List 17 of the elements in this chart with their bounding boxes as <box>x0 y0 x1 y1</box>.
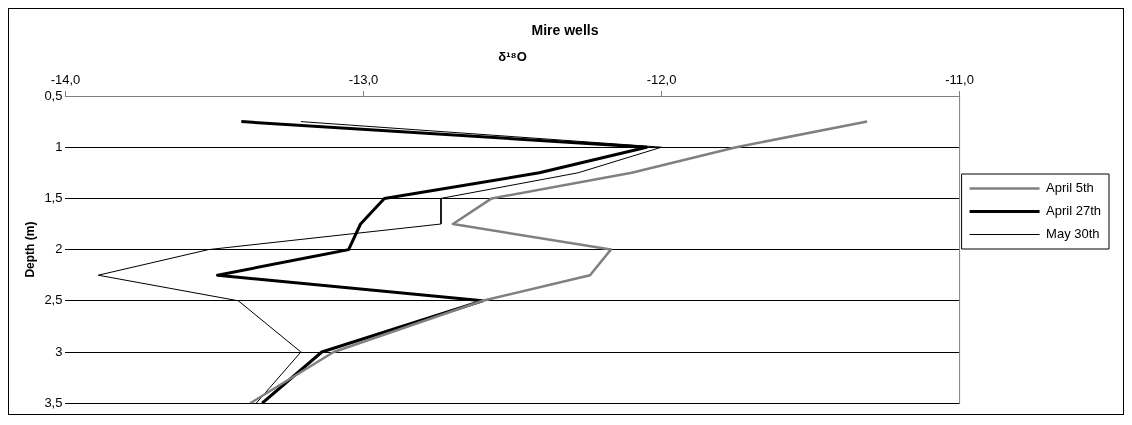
x-tick-label: -12,0 <box>646 71 677 87</box>
y-axis-title: Depth (m) <box>22 221 37 278</box>
text: April 5th <box>1046 180 1094 196</box>
x-tick-label: -14,0 <box>50 71 81 87</box>
x-tick-label: -13,0 <box>348 71 379 87</box>
y-tick-label: 3,5 <box>44 394 63 410</box>
x-axis-title: δ¹⁸O <box>498 49 527 65</box>
y-tick-label: 2 <box>55 241 63 257</box>
text: April 27th <box>1046 203 1101 219</box>
y-tick-label: 0,5 <box>44 87 63 103</box>
y-tick-label: 3 <box>55 343 63 359</box>
y-tick-label: 1 <box>55 138 63 154</box>
y-tick-label: 2,5 <box>44 292 63 308</box>
chart-title: Mire wells <box>531 22 599 39</box>
y-tick-label: 1,5 <box>44 189 63 205</box>
text: May 30th <box>1046 226 1100 242</box>
x-tick-label: -11,0 <box>945 71 974 87</box>
